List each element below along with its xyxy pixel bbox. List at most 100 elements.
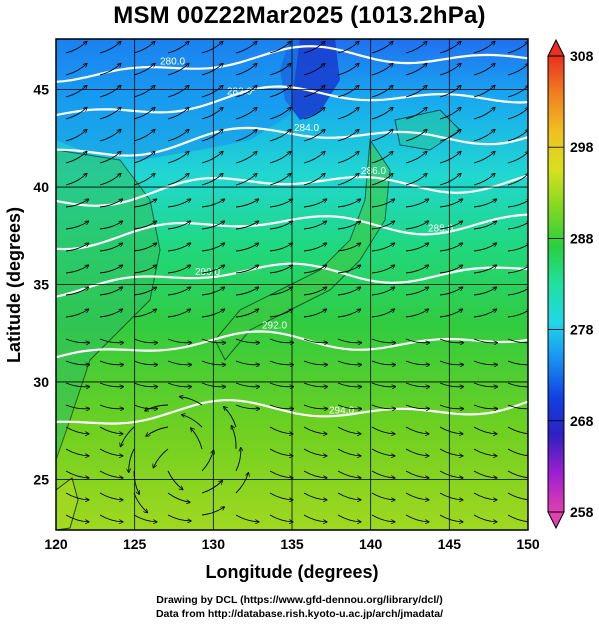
streamline-267 bbox=[99, 470, 123, 478]
streamline-121 bbox=[371, 221, 395, 230]
streamline-15 bbox=[99, 63, 121, 76]
credits-drawing: Drawing by DCL (https://www.gfd-dennou.o… bbox=[156, 594, 443, 606]
streamline-51 bbox=[371, 107, 393, 120]
streamline-272 bbox=[269, 470, 293, 478]
streamline-70 bbox=[65, 151, 87, 164]
streamline-118 bbox=[269, 221, 293, 230]
streamline-233 bbox=[371, 404, 396, 409]
lat-tick-25: 25 bbox=[33, 471, 49, 487]
streamline-130 bbox=[201, 243, 225, 252]
streamline-39 bbox=[439, 85, 461, 98]
streamline-107 bbox=[371, 199, 395, 208]
streamline-116 bbox=[201, 221, 225, 230]
streamline-298 bbox=[201, 507, 225, 516]
streamline-291 bbox=[439, 492, 463, 500]
streamline-175 bbox=[303, 309, 327, 318]
streamline-191 bbox=[371, 338, 396, 343]
streamline-274 bbox=[337, 470, 361, 478]
streamline-99 bbox=[99, 199, 123, 208]
streamline-182 bbox=[65, 338, 90, 343]
streamline-22 bbox=[337, 63, 359, 76]
streamline-174 bbox=[269, 309, 293, 318]
streamline-111 bbox=[507, 199, 528, 208]
streamline-119 bbox=[303, 221, 327, 230]
streamline-26 bbox=[473, 63, 495, 76]
streamline-89 bbox=[235, 173, 257, 186]
lon-tick-140: 140 bbox=[359, 536, 383, 552]
streamline-77 bbox=[303, 151, 325, 164]
streamline-189 bbox=[303, 338, 328, 343]
streamline-78 bbox=[337, 151, 359, 164]
streamline-58 bbox=[133, 129, 155, 142]
streamline-181 bbox=[507, 309, 528, 318]
streamline-263 bbox=[439, 448, 463, 456]
streamline-103 bbox=[235, 199, 259, 208]
streamline-185 bbox=[167, 338, 192, 343]
streamline-134 bbox=[337, 243, 361, 252]
streamline-171 bbox=[167, 309, 191, 318]
streamline-0 bbox=[65, 41, 87, 54]
streamline-246 bbox=[337, 426, 361, 434]
lon-tick-145: 145 bbox=[438, 536, 462, 552]
streamline-48 bbox=[269, 107, 291, 120]
streamline-85 bbox=[99, 173, 121, 186]
streamline-164 bbox=[405, 287, 429, 296]
streamline-120 bbox=[337, 221, 361, 230]
streamline-108 bbox=[405, 199, 429, 208]
streamline-229 bbox=[235, 404, 260, 409]
streamline-197 bbox=[99, 360, 124, 365]
isotherm-label-280.0: 280.0 bbox=[160, 56, 185, 67]
streamline-161 bbox=[303, 287, 327, 296]
streamline-141 bbox=[99, 265, 123, 274]
streamline-17 bbox=[167, 63, 189, 76]
streamline-222 bbox=[473, 382, 498, 387]
streamline-35 bbox=[303, 85, 325, 98]
credits: Drawing by DCL (https://www.gfd-dennou.o… bbox=[0, 593, 599, 621]
colorbar-body bbox=[547, 55, 565, 513]
streamline-169 bbox=[99, 309, 123, 318]
streamline-266 bbox=[65, 470, 89, 478]
colorbar-label-278: 278 bbox=[570, 322, 594, 338]
streamline-96 bbox=[473, 173, 495, 186]
streamline-90 bbox=[269, 173, 291, 186]
streamline-138 bbox=[473, 243, 497, 252]
streamline-34 bbox=[269, 85, 291, 98]
isotherm-label-292.0: 292.0 bbox=[262, 320, 287, 331]
streamline-62 bbox=[269, 129, 291, 142]
streamline-283 bbox=[167, 492, 190, 502]
streamline-63 bbox=[303, 129, 325, 142]
streamline-209 bbox=[507, 360, 528, 365]
streamline-280 bbox=[65, 492, 89, 500]
streamline-198 bbox=[133, 360, 158, 365]
streamline-53 bbox=[439, 107, 461, 120]
colorbar: 308 298 288 278 268 258 bbox=[547, 38, 594, 530]
map-title: MSM 00Z22Mar2025 (1013.2hPa) bbox=[113, 2, 486, 29]
streamline-262 bbox=[405, 448, 429, 456]
lon-tick-120: 120 bbox=[44, 536, 68, 552]
streamline-194 bbox=[473, 338, 498, 343]
streamline-193 bbox=[439, 338, 464, 343]
streamline-247 bbox=[371, 426, 395, 434]
streamline-162 bbox=[337, 287, 361, 296]
streamline-147 bbox=[303, 265, 327, 274]
streamline-8 bbox=[337, 41, 359, 54]
streamline-140 bbox=[65, 265, 89, 274]
streamline-124 bbox=[473, 221, 497, 230]
streamline-100 bbox=[133, 199, 157, 208]
streamline-67 bbox=[439, 129, 461, 142]
streamline-225 bbox=[99, 404, 124, 409]
streamline-76 bbox=[269, 151, 291, 164]
streamline-45 bbox=[167, 107, 189, 120]
credits-data-source: Data from http://database.rish.kyoto-u.a… bbox=[155, 608, 444, 620]
streamline-131 bbox=[235, 243, 259, 252]
streamline-297 bbox=[167, 514, 191, 521]
streamline-265 bbox=[507, 448, 528, 456]
streamline-82 bbox=[473, 151, 495, 164]
streamline-258 bbox=[269, 448, 293, 456]
streamline-219 bbox=[371, 382, 396, 387]
streamline-165 bbox=[439, 287, 463, 296]
streamline-299 bbox=[235, 514, 259, 522]
streamline-285 bbox=[235, 473, 249, 494]
streamline-50 bbox=[337, 107, 359, 120]
streamline-303 bbox=[371, 514, 395, 522]
